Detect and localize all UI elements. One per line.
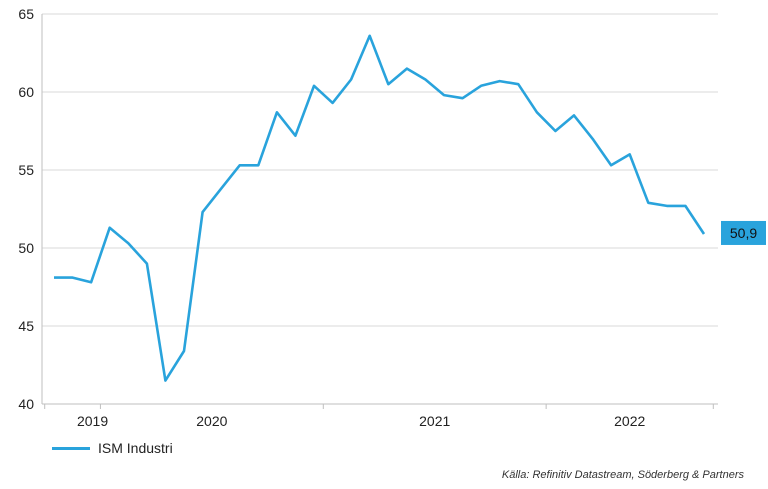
x-tick-label: 2019	[77, 413, 108, 429]
y-tick-label: 60	[18, 84, 34, 100]
end-value-label: 50,9	[730, 225, 757, 241]
y-tick-label: 55	[18, 162, 34, 178]
series-line-ism-industri	[54, 34, 706, 382]
source-note: Källa: Refinitiv Datastream, Söderberg &…	[501, 469, 744, 481]
x-tick-label: 2022	[614, 413, 645, 429]
x-tick-label: 2021	[419, 413, 450, 429]
x-axis	[41, 14, 718, 409]
x-tick-label: 2020	[196, 413, 227, 429]
end-value-label-group: 50,9	[721, 220, 766, 245]
y-tick-label: 50	[18, 240, 34, 256]
y-tick-label: 40	[18, 396, 34, 412]
y-tick-label: 65	[18, 6, 34, 22]
y-axis-labels: 40 45 50 55 60 65	[18, 6, 34, 412]
gridlines	[42, 13, 718, 327]
end-value-label-box	[721, 220, 766, 245]
series-group	[54, 34, 706, 382]
legend-label: ISM Industri	[98, 440, 173, 456]
legend-swatch	[52, 446, 90, 450]
legend: ISM Industri	[52, 440, 173, 456]
x-axis-labels: 2019 2020 2021 2022	[77, 413, 646, 429]
y-tick-label: 45	[18, 318, 34, 334]
